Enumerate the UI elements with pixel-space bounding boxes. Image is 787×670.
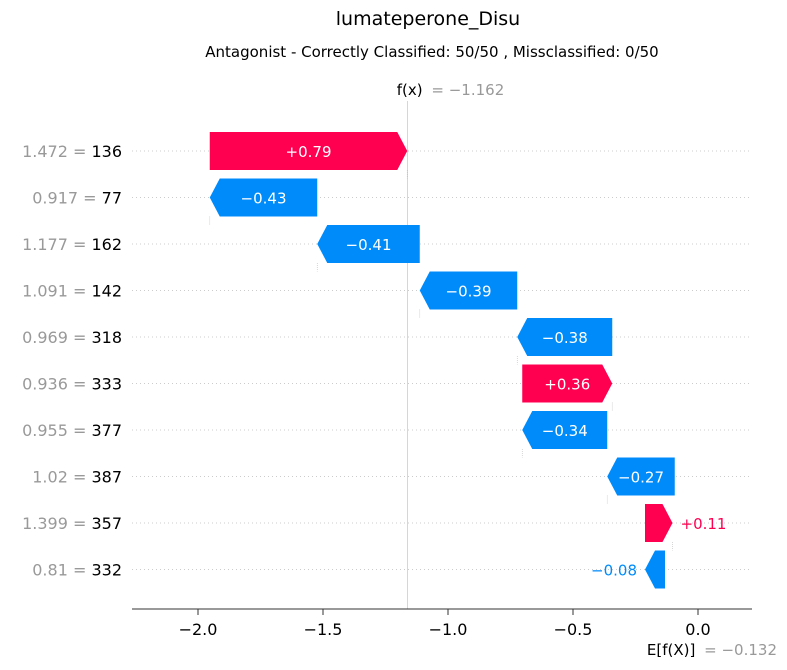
base-value-label: E[f(X)] = −0.132: [647, 641, 777, 659]
feature-value: 0.936 =: [22, 375, 91, 394]
feature-value: 0.81 =: [32, 561, 91, 580]
feature-name: 318: [91, 328, 122, 347]
x-tick-label: −1.5: [304, 620, 343, 639]
negative-shap-bar: [522, 411, 608, 449]
feature-value: 1.091 =: [22, 282, 91, 301]
positive-shap-bar: [209, 132, 408, 170]
feature-name: 357: [91, 514, 122, 533]
chart-subtitle: Antagonist - Correctly Classified: 50/50…: [205, 43, 658, 61]
fx-value: = −1.162: [431, 81, 504, 99]
feature-name: 332: [91, 561, 122, 580]
fx-label: f(x) = −1.162: [397, 81, 505, 99]
x-tick-label: −0.5: [554, 620, 593, 639]
bar-value-label: −0.34: [542, 422, 588, 440]
feature-name: 387: [91, 468, 122, 487]
negative-shap-bar: [419, 271, 518, 310]
feature-label: 0.969 = 318: [22, 328, 122, 347]
feature-name: 142: [91, 282, 122, 301]
bar-value-label: −0.08: [591, 562, 637, 580]
feature-label: 1.02 = 387: [32, 468, 122, 487]
feature-label: 1.399 = 357: [22, 514, 122, 533]
bar-value-label: −0.39: [446, 283, 492, 301]
feature-value: 1.472 =: [22, 142, 91, 161]
bar-value-label: −0.41: [346, 236, 392, 254]
x-tick-label: 0.0: [685, 620, 710, 639]
x-tick-label: −1.0: [429, 620, 468, 639]
negative-shap-bar: [317, 225, 420, 263]
positive-shap-bar: [522, 364, 613, 403]
feature-name: 77: [102, 189, 122, 208]
feature-value: 0.969 =: [22, 328, 91, 347]
negative-shap-bar: [209, 178, 318, 217]
feature-name: 162: [91, 235, 122, 254]
negative-shap-bar: [517, 318, 613, 356]
feature-value: 0.917 =: [32, 189, 101, 208]
bar-value-label: −0.43: [241, 190, 287, 208]
positive-shap-bar: [645, 504, 673, 542]
feature-value: 1.177 =: [22, 235, 91, 254]
feature-name: 136: [91, 142, 122, 161]
feature-value: 1.02 =: [32, 468, 91, 487]
feature-label: 0.936 = 333: [22, 375, 122, 394]
feature-name: 377: [91, 421, 122, 440]
bar-value-label: −0.27: [618, 469, 664, 487]
feature-label: 0.955 = 377: [22, 421, 122, 440]
feature-value: 1.399 =: [22, 514, 91, 533]
fx-symbol: f(x): [397, 81, 423, 99]
feature-label: 0.917 = 77: [32, 189, 122, 208]
x-tick-label: −2.0: [179, 620, 218, 639]
feature-value: 0.955 =: [22, 421, 91, 440]
negative-shap-bar: [607, 457, 675, 496]
feature-label: 0.81 = 332: [32, 561, 122, 580]
base-symbol: E[f(X)]: [647, 641, 695, 659]
feature-name: 333: [91, 375, 122, 394]
negative-shap-bar: [645, 550, 665, 589]
feature-label: 1.472 = 136: [22, 142, 122, 161]
bar-value-label: −0.38: [542, 329, 588, 347]
feature-label: 1.177 = 162: [22, 235, 122, 254]
chart-title: lumateperone_Disu: [336, 8, 520, 30]
bar-value-label: +0.11: [681, 515, 727, 533]
bar-value-label: +0.79: [286, 143, 332, 161]
base-value: = −0.132: [704, 641, 777, 659]
feature-label: 1.091 = 142: [22, 282, 122, 301]
bar-value-label: +0.36: [544, 376, 590, 394]
